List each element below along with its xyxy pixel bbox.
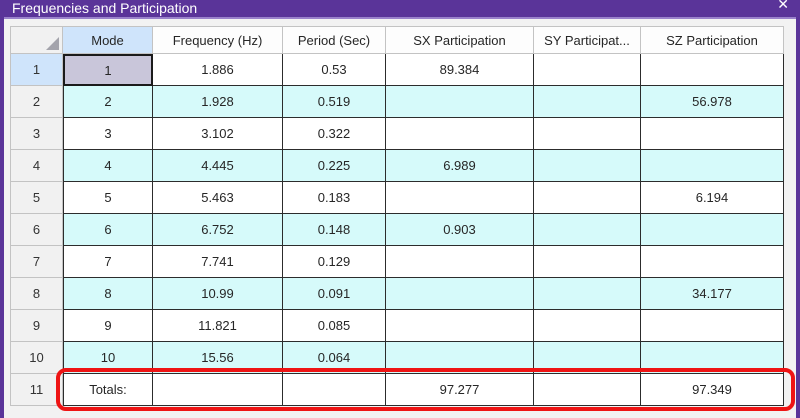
grid-cell-sz[interactable] xyxy=(641,150,784,182)
column-header-sz-participation[interactable]: SZ Participation xyxy=(641,27,784,54)
grid-cell-sx[interactable] xyxy=(386,278,534,310)
column-header-frequency[interactable]: Frequency (Hz) xyxy=(153,27,283,54)
grid-cell-totals-label[interactable]: Totals: xyxy=(63,374,153,406)
grid-cell-sy[interactable] xyxy=(534,182,641,214)
grid-cell-sy[interactable] xyxy=(534,214,641,246)
grid-cell-sy[interactable] xyxy=(534,246,641,278)
grid-cell-period[interactable]: 0.064 xyxy=(283,342,386,374)
grid-cell-sz[interactable] xyxy=(641,342,784,374)
selected-cell[interactable]: 1 xyxy=(63,54,153,86)
grid-cell-sy[interactable] xyxy=(534,86,641,118)
results-grid: Mode Frequency (Hz) Period (Sec) SX Part… xyxy=(10,26,784,406)
grid-cell-period[interactable]: 0.183 xyxy=(283,182,386,214)
grid-cell-mode[interactable]: 8 xyxy=(63,278,153,310)
grid-cell-sz[interactable]: 34.177 xyxy=(641,278,784,310)
grid-cell-period[interactable]: 0.091 xyxy=(283,278,386,310)
grid-cell-sz[interactable]: 56.978 xyxy=(641,86,784,118)
grid-cell-period[interactable]: 0.085 xyxy=(283,310,386,342)
window-titlebar: Frequencies and Participation ✕ xyxy=(4,0,796,19)
grid-cell-frequency[interactable]: 5.463 xyxy=(153,182,283,214)
grid-cell-sy[interactable] xyxy=(534,278,641,310)
grid-cell-frequency[interactable] xyxy=(153,374,283,406)
grid-cell-mode[interactable]: 7 xyxy=(63,246,153,278)
grid-cell-mode[interactable]: 2 xyxy=(63,86,153,118)
grid-cell-frequency[interactable]: 10.99 xyxy=(153,278,283,310)
grid-cell-sx[interactable] xyxy=(386,182,534,214)
row-header[interactable]: 5 xyxy=(11,182,63,214)
grid-cell-frequency[interactable]: 4.445 xyxy=(153,150,283,182)
grid-cell-period[interactable]: 0.519 xyxy=(283,86,386,118)
grid-cell-sz-total[interactable]: 97.349 xyxy=(641,374,784,406)
row-header[interactable]: 4 xyxy=(11,150,63,182)
row-header[interactable]: 11 xyxy=(11,374,63,406)
column-header-mode[interactable]: Mode xyxy=(63,27,153,54)
grid-cell-sz[interactable] xyxy=(641,246,784,278)
row-header[interactable]: 9 xyxy=(11,310,63,342)
grid-cell-sx[interactable] xyxy=(386,342,534,374)
grid-cell-period[interactable]: 0.129 xyxy=(283,246,386,278)
grid-cell-sy[interactable] xyxy=(534,54,641,86)
grid-cell-frequency[interactable]: 1.886 xyxy=(153,54,283,86)
grid-cell-frequency[interactable]: 11.821 xyxy=(153,310,283,342)
grid-cell-sz[interactable]: 6.194 xyxy=(641,182,784,214)
grid-cell-mode[interactable]: 5 xyxy=(63,182,153,214)
grid-cell-sy[interactable] xyxy=(534,118,641,150)
row-header[interactable]: 3 xyxy=(11,118,63,150)
row-header[interactable]: 8 xyxy=(11,278,63,310)
close-button[interactable]: ✕ xyxy=(777,0,789,11)
grid-cell-sx-total[interactable]: 97.277 xyxy=(386,374,534,406)
grid-cell-mode[interactable]: 4 xyxy=(63,150,153,182)
column-header-period[interactable]: Period (Sec) xyxy=(283,27,386,54)
grid-cell-sy[interactable] xyxy=(534,310,641,342)
grid-cell-sz[interactable] xyxy=(641,310,784,342)
grid-cell-sx[interactable] xyxy=(386,118,534,150)
grid-cell-mode[interactable]: 10 xyxy=(63,342,153,374)
grid-cell-sx[interactable] xyxy=(386,86,534,118)
grid-cell-sx[interactable] xyxy=(386,246,534,278)
column-header-sy-participation[interactable]: SY Participat... xyxy=(534,27,641,54)
grid-cell-sz[interactable] xyxy=(641,54,784,86)
grid-cell-sy-total[interactable] xyxy=(534,374,641,406)
window-title: Frequencies and Participation xyxy=(12,0,198,16)
grid-cell-sx[interactable]: 6.989 xyxy=(386,150,534,182)
grid-cell-mode[interactable]: 9 xyxy=(63,310,153,342)
grid-cell-mode[interactable]: 6 xyxy=(63,214,153,246)
grid-cell-period[interactable]: 0.225 xyxy=(283,150,386,182)
grid-cell-frequency[interactable]: 1.928 xyxy=(153,86,283,118)
column-header-sx-participation[interactable]: SX Participation xyxy=(386,27,534,54)
select-all-icon xyxy=(46,37,59,50)
row-header[interactable]: 10 xyxy=(11,342,63,374)
grid-cell-frequency[interactable]: 7.741 xyxy=(153,246,283,278)
grid-cell-frequency[interactable]: 3.102 xyxy=(153,118,283,150)
grid-cell-sz[interactable] xyxy=(641,214,784,246)
grid-cell-period[interactable] xyxy=(283,374,386,406)
close-icon: ✕ xyxy=(777,0,789,12)
grid-cell-period[interactable]: 0.53 xyxy=(283,54,386,86)
grid-cell-period[interactable]: 0.148 xyxy=(283,214,386,246)
grid-cell-frequency[interactable]: 15.56 xyxy=(153,342,283,374)
row-header[interactable]: 1 xyxy=(11,54,63,86)
row-header[interactable]: 6 xyxy=(11,214,63,246)
grid-cell-sy[interactable] xyxy=(534,150,641,182)
grid-cell-sz[interactable] xyxy=(641,118,784,150)
grid-cell-sx[interactable]: 89.384 xyxy=(386,54,534,86)
grid-cell-sx[interactable] xyxy=(386,310,534,342)
row-header[interactable]: 7 xyxy=(11,246,63,278)
row-header[interactable]: 2 xyxy=(11,86,63,118)
select-all-corner-cell[interactable] xyxy=(11,27,63,54)
grid-cell-mode[interactable]: 3 xyxy=(63,118,153,150)
grid-cell-sy[interactable] xyxy=(534,342,641,374)
grid-cell-frequency[interactable]: 6.752 xyxy=(153,214,283,246)
grid-cell-sx[interactable]: 0.903 xyxy=(386,214,534,246)
grid-cell-period[interactable]: 0.322 xyxy=(283,118,386,150)
